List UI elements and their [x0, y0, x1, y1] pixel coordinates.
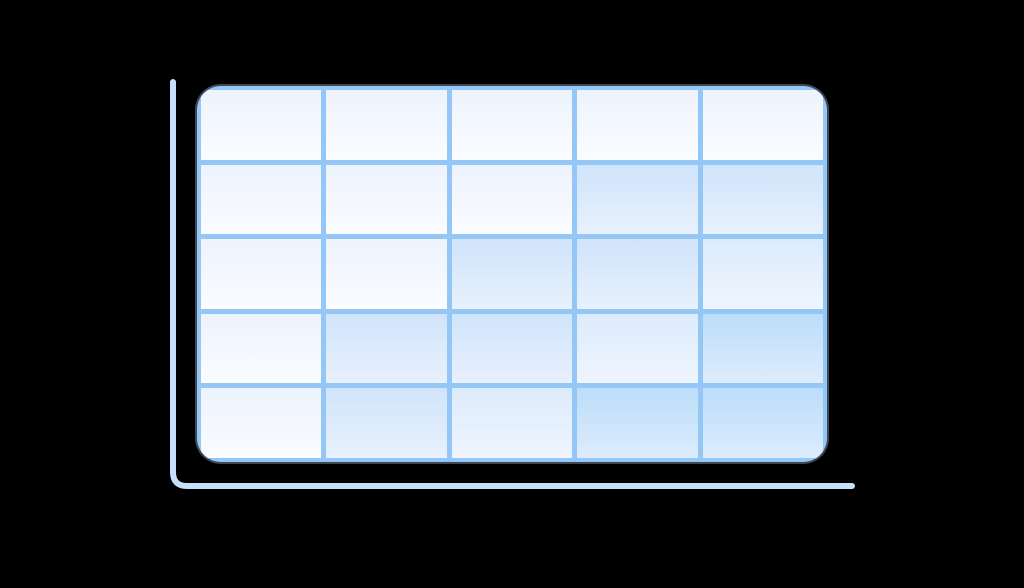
heatmap-grid [197, 86, 827, 462]
axis-l-shape [170, 79, 855, 489]
heatmap-cell [702, 239, 823, 309]
heatmap-cell [577, 239, 698, 309]
heatmap-cell [451, 388, 573, 458]
heatmap-cell [702, 164, 823, 235]
heatmap-cell [201, 164, 322, 235]
heatmap-cell [451, 164, 573, 235]
heatmap-cell [451, 90, 573, 160]
heatmap-cell [326, 164, 447, 235]
heatmap-cell [451, 313, 573, 384]
heatmap-cell [577, 388, 698, 458]
heatmap-cell [201, 388, 322, 458]
heatmap-cell [577, 164, 698, 235]
heatmap-cell [451, 239, 573, 309]
heatmap-cell [702, 90, 823, 160]
heatmap-cell [201, 313, 322, 384]
heatmap-cell [326, 239, 447, 309]
heatmap-cell [326, 388, 447, 458]
heatmap-cell [577, 90, 698, 160]
heatmap-cell [201, 239, 322, 309]
heatmap-cell [702, 313, 823, 384]
heatmap-cell [577, 313, 698, 384]
heatmap-cell [326, 90, 447, 160]
heatmap-cell [201, 90, 322, 160]
heatmap-cell [326, 313, 447, 384]
heatmap-cell [702, 388, 823, 458]
